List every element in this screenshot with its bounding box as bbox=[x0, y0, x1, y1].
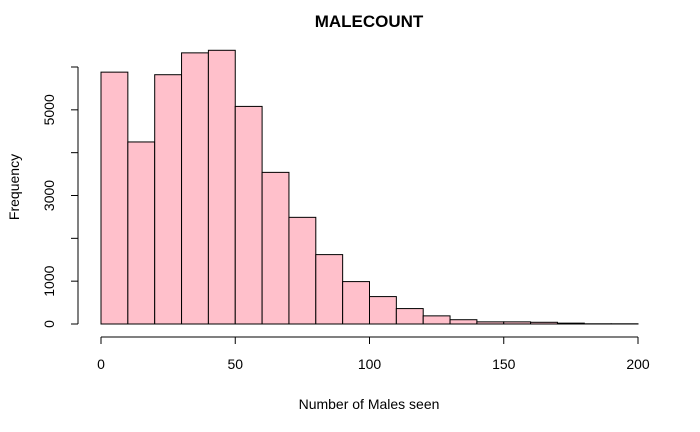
x-tick-label-0: 0 bbox=[97, 356, 105, 372]
x-axis-label: Number of Males seen bbox=[299, 396, 440, 412]
x-tick-label-150: 150 bbox=[492, 356, 516, 372]
x-tick-label-50: 50 bbox=[227, 356, 243, 372]
chart-title: MALECOUNT bbox=[315, 12, 424, 31]
histogram-bar-0-10 bbox=[100, 71, 129, 325]
x-tick-label-100: 100 bbox=[358, 356, 382, 372]
histogram-bar-160-170 bbox=[530, 321, 558, 325]
histogram-bar-30-40 bbox=[181, 52, 209, 325]
histogram-bar-170-180 bbox=[556, 322, 585, 325]
y-axis-label: Frequency bbox=[6, 154, 22, 220]
y-axis: 0 1000 3000 5000 bbox=[41, 66, 79, 328]
histogram-bar-20-30 bbox=[154, 74, 183, 325]
y-tick-label-0: 0 bbox=[41, 320, 57, 328]
histogram-bar-100-110 bbox=[369, 296, 397, 325]
histogram-bar-130-140 bbox=[449, 319, 478, 325]
x-axis: 0 50 100 150 200 bbox=[97, 336, 650, 372]
histogram-bar-120-130 bbox=[422, 315, 451, 325]
histogram-bar-50-60 bbox=[234, 105, 263, 325]
histogram-bar-150-160 bbox=[503, 321, 532, 325]
histogram-bar-40-50 bbox=[207, 49, 236, 325]
histogram-bar-70-80 bbox=[288, 216, 317, 325]
y-tick-label-5000: 5000 bbox=[41, 94, 57, 125]
histogram-bar-90-100 bbox=[342, 281, 370, 325]
histogram-bar-10-20 bbox=[127, 141, 156, 325]
histogram-bar-140-150 bbox=[476, 321, 505, 325]
histogram-bar-110-120 bbox=[395, 308, 424, 325]
bars-group bbox=[100, 49, 639, 325]
histogram-bar-60-70 bbox=[261, 171, 290, 325]
y-tick-label-1000: 1000 bbox=[41, 265, 57, 296]
histogram-bar-80-90 bbox=[315, 254, 344, 325]
x-tick-label-200: 200 bbox=[626, 356, 650, 372]
y-tick-label-3000: 3000 bbox=[41, 180, 57, 211]
